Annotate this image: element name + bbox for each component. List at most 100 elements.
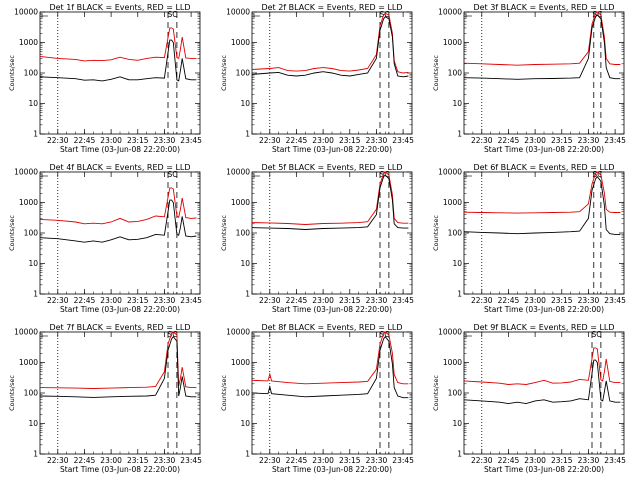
y-tick-label: 10000 bbox=[226, 8, 250, 17]
y-tick-label: 1000 bbox=[19, 358, 38, 367]
panel-5: Det 5f BLACK = Events, RED = LLD 1 10 100 10… bbox=[220, 163, 414, 314]
x-tick-label: 23:15 bbox=[339, 456, 361, 465]
x-tick-label: 23:00 bbox=[524, 136, 546, 145]
y-axis-label: Counts/sec bbox=[432, 375, 440, 411]
x-axis-label: Start Time (03-Jun-08 22:20:00) bbox=[60, 145, 180, 154]
events-series-line bbox=[39, 199, 197, 243]
x-tick-label: 23:30 bbox=[366, 456, 388, 465]
x-tick-label: 23:45 bbox=[180, 296, 202, 305]
x-axis-label: Start Time (03-Jun-08 22:20:00) bbox=[484, 305, 604, 314]
events-series-line bbox=[463, 175, 621, 235]
y-tick-label: 100 bbox=[24, 229, 39, 238]
x-tick-label: 22:30 bbox=[259, 136, 281, 145]
x-tick-label: 22:45 bbox=[286, 136, 308, 145]
lld-series-line bbox=[39, 331, 197, 389]
panel-8: Det 8f BLACK = Events, RED = LLD 1 10 100 10… bbox=[220, 323, 414, 474]
y-tick-label: 1 bbox=[457, 290, 462, 299]
x-tick-label: 23:45 bbox=[604, 136, 626, 145]
y-tick-label: 1000 bbox=[19, 38, 38, 47]
x-tick-label: 23:45 bbox=[392, 136, 414, 145]
events-series-line bbox=[251, 16, 409, 78]
x-axis-label: Start Time (03-Jun-08 22:20:00) bbox=[60, 305, 180, 314]
y-tick-label: 1000 bbox=[231, 358, 250, 367]
lld-series-line bbox=[251, 12, 409, 74]
y-tick-label: 1 bbox=[245, 290, 250, 299]
y-tick-label: 10000 bbox=[14, 328, 38, 337]
x-tick-label: 23:30 bbox=[578, 296, 600, 305]
y-axis-label: Counts/sec bbox=[220, 375, 228, 411]
y-tick-label: 1 bbox=[457, 450, 462, 459]
y-tick-label: 10 bbox=[28, 419, 38, 428]
y-tick-label: 10 bbox=[452, 259, 462, 268]
chart-title: Det 8f BLACK = Events, RED = LLD bbox=[261, 323, 402, 332]
events-series-line bbox=[463, 359, 621, 405]
y-tick-label: 100 bbox=[236, 69, 251, 78]
x-tick-label: 23:45 bbox=[180, 136, 202, 145]
x-tick-label: 23:45 bbox=[392, 456, 414, 465]
y-tick-label: 100 bbox=[24, 69, 39, 78]
panel-4: Det 4f BLACK = Events, RED = LLD 1 10 100 10… bbox=[8, 163, 202, 314]
lld-series-line bbox=[251, 331, 409, 385]
x-tick-label: 23:15 bbox=[339, 296, 361, 305]
y-tick-label: 1000 bbox=[443, 358, 462, 367]
events-series-line bbox=[39, 39, 197, 82]
x-tick-label: 23:00 bbox=[100, 136, 122, 145]
y-axis-label: Counts/sec bbox=[8, 55, 16, 91]
y-tick-label: 100 bbox=[236, 389, 251, 398]
lld-series-line bbox=[463, 347, 621, 385]
x-tick-label: 23:30 bbox=[366, 136, 388, 145]
x-tick-label: 23:30 bbox=[154, 136, 176, 145]
y-tick-label: 10000 bbox=[438, 168, 462, 177]
events-series-line bbox=[251, 335, 409, 399]
flag-label: SC bbox=[592, 170, 602, 179]
x-tick-label: 22:30 bbox=[47, 296, 69, 305]
x-tick-label: 22:30 bbox=[259, 456, 281, 465]
y-tick-label: 10000 bbox=[226, 328, 250, 337]
chart-title: Det 1f BLACK = Events, RED = LLD bbox=[49, 3, 190, 12]
panel-6: Det 6f BLACK = Events, RED = LLD 1 10 100 10… bbox=[432, 163, 626, 314]
x-tick-label: 22:30 bbox=[471, 456, 493, 465]
x-tick-label: 23:45 bbox=[392, 296, 414, 305]
chart-title: Det 6f BLACK = Events, RED = LLD bbox=[473, 163, 614, 172]
x-tick-label: 23:30 bbox=[578, 136, 600, 145]
y-tick-label: 1 bbox=[33, 290, 38, 299]
x-tick-label: 23:00 bbox=[100, 456, 122, 465]
axes-frame bbox=[251, 331, 413, 455]
y-tick-label: 1000 bbox=[19, 198, 38, 207]
lld-series-line bbox=[39, 27, 197, 62]
flag-label: SC bbox=[167, 170, 177, 179]
x-tick-label: 23:00 bbox=[312, 296, 334, 305]
chart-title: Det 5f BLACK = Events, RED = LLD bbox=[261, 163, 402, 172]
x-tick-label: 23:15 bbox=[127, 296, 149, 305]
x-axis-label: Start Time (03-Jun-08 22:20:00) bbox=[484, 145, 604, 154]
chart-title: Det 2f BLACK = Events, RED = LLD bbox=[261, 3, 402, 12]
x-tick-label: 22:30 bbox=[471, 136, 493, 145]
x-tick-label: 23:15 bbox=[551, 136, 573, 145]
x-tick-label: 23:45 bbox=[604, 456, 626, 465]
flag-label: SC bbox=[167, 10, 177, 19]
y-tick-label: 1 bbox=[33, 130, 38, 139]
x-tick-label: 22:45 bbox=[498, 136, 520, 145]
lld-series-line bbox=[463, 171, 621, 214]
x-axis-label: Start Time (03-Jun-08 22:20:00) bbox=[272, 465, 392, 474]
chart-title: Det 9f BLACK = Events, RED = LLD bbox=[473, 323, 614, 332]
y-tick-label: 10 bbox=[28, 99, 38, 108]
y-axis-label: Counts/sec bbox=[432, 215, 440, 251]
y-tick-label: 100 bbox=[236, 229, 251, 238]
y-tick-label: 1000 bbox=[443, 198, 462, 207]
y-tick-label: 10000 bbox=[438, 8, 462, 17]
flag-label: SC bbox=[379, 170, 389, 179]
y-tick-label: 100 bbox=[24, 389, 39, 398]
x-tick-label: 23:30 bbox=[578, 456, 600, 465]
y-tick-label: 10000 bbox=[226, 168, 250, 177]
x-tick-label: 22:30 bbox=[259, 296, 281, 305]
x-tick-label: 23:00 bbox=[524, 456, 546, 465]
y-axis-label: Counts/sec bbox=[8, 215, 16, 251]
y-tick-label: 100 bbox=[448, 69, 463, 78]
y-tick-label: 10000 bbox=[14, 8, 38, 17]
chart-title: Det 3f BLACK = Events, RED = LLD bbox=[473, 3, 614, 12]
panel-3: Det 3f BLACK = Events, RED = LLD 1 10 100 10… bbox=[432, 3, 626, 154]
y-tick-label: 10 bbox=[240, 259, 250, 268]
events-series-line bbox=[251, 174, 409, 230]
